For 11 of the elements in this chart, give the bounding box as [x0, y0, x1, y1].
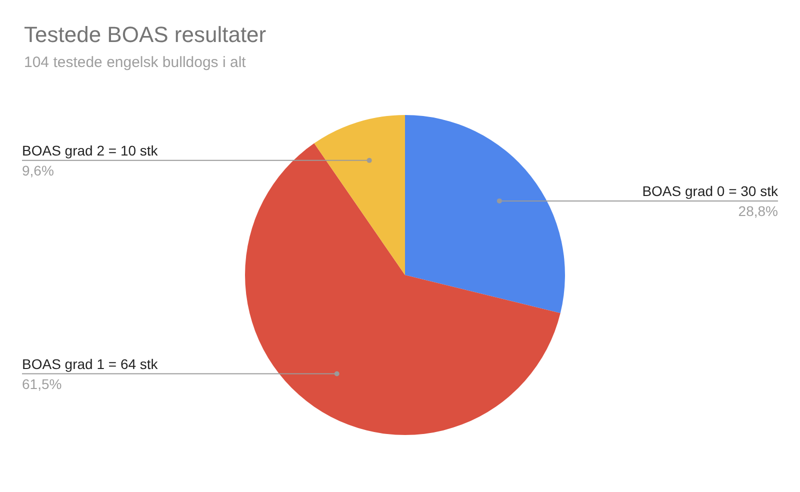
data-label: 28,8%: [738, 202, 778, 219]
chart-title: Testede BOAS resultater: [24, 22, 266, 48]
data-label: 9,6%: [22, 162, 54, 178]
data-label: 61,5%: [22, 376, 62, 392]
slice-label: BOAS grad 1 = 64 stk: [22, 356, 159, 372]
pie-slice: [405, 115, 565, 314]
slice-label: BOAS grad 0 = 30 stk: [642, 182, 779, 199]
chart-subtitle: 104 testede engelsk bulldogs i alt: [24, 54, 246, 71]
slice-label: BOAS grad 2 = 10 stk: [22, 142, 159, 158]
pie-slice: [245, 143, 560, 435]
pie-slice: [314, 115, 405, 275]
